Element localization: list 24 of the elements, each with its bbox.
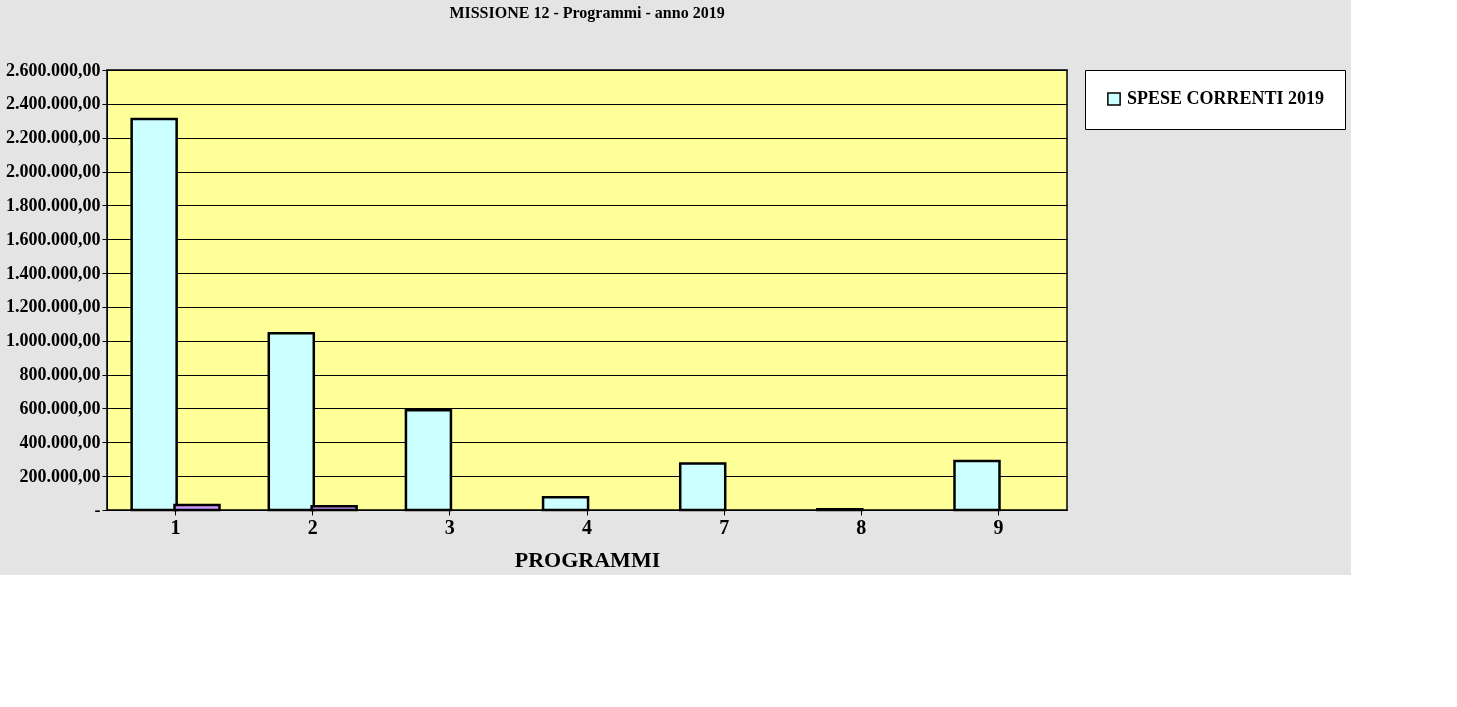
y-tick-label: 1.400.000,00 — [6, 262, 101, 283]
y-tick-label: 400.000,00 — [19, 431, 101, 452]
legend-label: SPESE CORRENTI 2019 — [1127, 88, 1325, 108]
x-tick-label: 1 — [170, 515, 181, 538]
y-tick-label: 2.000.000,00 — [6, 161, 101, 182]
y-tick-label: 800.000,00 — [19, 364, 101, 385]
y-tick-label: 1.000.000,00 — [6, 330, 101, 351]
x-tick-label: 8 — [856, 515, 867, 538]
y-tick-label: 2.600.000,00 — [6, 59, 101, 80]
y-tick-label: 2.400.000,00 — [6, 93, 101, 114]
y-tick-label: 1.800.000,00 — [6, 194, 101, 215]
y-tick-label: - — [94, 499, 101, 520]
y-tick-label: 2.200.000,00 — [6, 127, 101, 148]
y-tick-label: 600.000,00 — [19, 397, 101, 418]
y-tick-label: 1.600.000,00 — [6, 228, 101, 249]
x-tick-label: 9 — [993, 515, 1004, 538]
y-tick-label: 200.000,00 — [19, 465, 101, 486]
x-tick-label: 2 — [307, 515, 318, 538]
x-tick-label: 7 — [719, 515, 730, 538]
x-axis-title: PROGRAMMI — [514, 546, 661, 572]
x-tick-label: 3 — [444, 515, 455, 538]
chart-title: MISSIONE 12 - Programmi - anno 2019 — [449, 4, 725, 22]
x-tick-label: 4 — [582, 515, 592, 538]
y-tick-label: 1.200.000,00 — [6, 296, 101, 317]
